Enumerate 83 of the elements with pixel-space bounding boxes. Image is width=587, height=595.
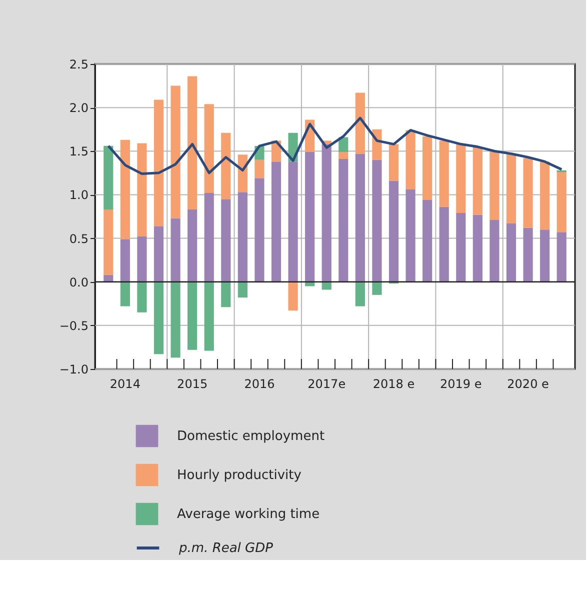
bar <box>322 144 332 282</box>
bar <box>556 232 566 282</box>
y-tick-label: 0.0 <box>69 275 88 290</box>
bar <box>506 223 516 282</box>
x-tick-label: 2018 e <box>372 377 415 391</box>
bar <box>170 282 180 358</box>
x-tick-label: 2019 e <box>440 377 482 391</box>
bar <box>221 199 231 282</box>
bar <box>221 282 231 308</box>
bar <box>154 226 164 282</box>
bar <box>254 160 264 178</box>
y-tick-label: −0.5 <box>59 318 88 333</box>
legend-label: Domestic employment <box>177 429 325 444</box>
bar <box>305 152 315 282</box>
bar <box>422 136 432 200</box>
bar <box>188 210 198 282</box>
y-tick-label: 1.0 <box>69 188 88 202</box>
bar <box>388 180 399 282</box>
bar <box>338 137 348 152</box>
bar <box>540 162 550 230</box>
bar <box>456 144 466 214</box>
bar <box>338 152 348 159</box>
bar <box>406 189 416 282</box>
y-tick-label: 2.5 <box>69 58 88 72</box>
bar <box>204 192 214 282</box>
bar <box>355 282 365 306</box>
bar <box>506 154 516 224</box>
bar <box>170 218 180 282</box>
bar <box>523 228 533 282</box>
legend-label: p.m. Real GDP <box>178 541 274 556</box>
bar <box>338 158 348 282</box>
bar <box>355 154 365 282</box>
bar <box>188 282 198 350</box>
bar <box>540 230 550 282</box>
legend-label: Hourly productivity <box>177 468 302 483</box>
bar <box>388 144 399 181</box>
bar <box>104 146 114 210</box>
bar <box>120 140 130 240</box>
x-tick-label: 2016 <box>244 377 275 391</box>
y-tick-label: −1.0 <box>59 362 88 376</box>
bar <box>137 282 147 312</box>
bar <box>372 160 382 282</box>
bar <box>472 214 482 282</box>
bar <box>170 86 180 218</box>
bar <box>355 92 365 154</box>
legend-label: Average working time <box>177 507 320 522</box>
bar <box>439 206 449 282</box>
bar <box>104 274 114 282</box>
bar <box>137 236 147 282</box>
bar <box>472 146 482 215</box>
line-series <box>107 116 563 176</box>
bar <box>254 178 264 282</box>
bar <box>439 140 449 207</box>
bar <box>288 162 298 282</box>
bar <box>221 132 231 200</box>
y-tick-label: 1.5 <box>69 144 88 159</box>
bar <box>204 104 214 193</box>
bar <box>120 239 130 282</box>
bar <box>556 172 566 232</box>
y-tick-label: 2.0 <box>69 101 88 116</box>
bar <box>490 220 500 282</box>
bar <box>490 151 500 220</box>
bar <box>104 210 114 275</box>
bar <box>372 282 382 295</box>
bar <box>523 158 533 228</box>
bar <box>271 162 282 282</box>
bar <box>406 130 416 190</box>
x-tick-label: 2020 e <box>507 377 549 391</box>
bar <box>204 282 214 351</box>
bar <box>120 282 130 306</box>
y-tick-label: 0.5 <box>69 232 88 246</box>
x-tick-label: 2014 <box>110 377 140 391</box>
bar <box>422 200 432 282</box>
x-tick-label: 2015 <box>177 377 208 391</box>
x-tick-label: 2017e <box>308 377 346 391</box>
bar <box>238 192 248 282</box>
bar <box>154 100 164 226</box>
bar <box>137 143 147 237</box>
bar <box>154 282 164 354</box>
bar <box>238 282 248 298</box>
bar <box>188 76 198 210</box>
bar <box>288 282 298 311</box>
bar <box>456 213 466 282</box>
